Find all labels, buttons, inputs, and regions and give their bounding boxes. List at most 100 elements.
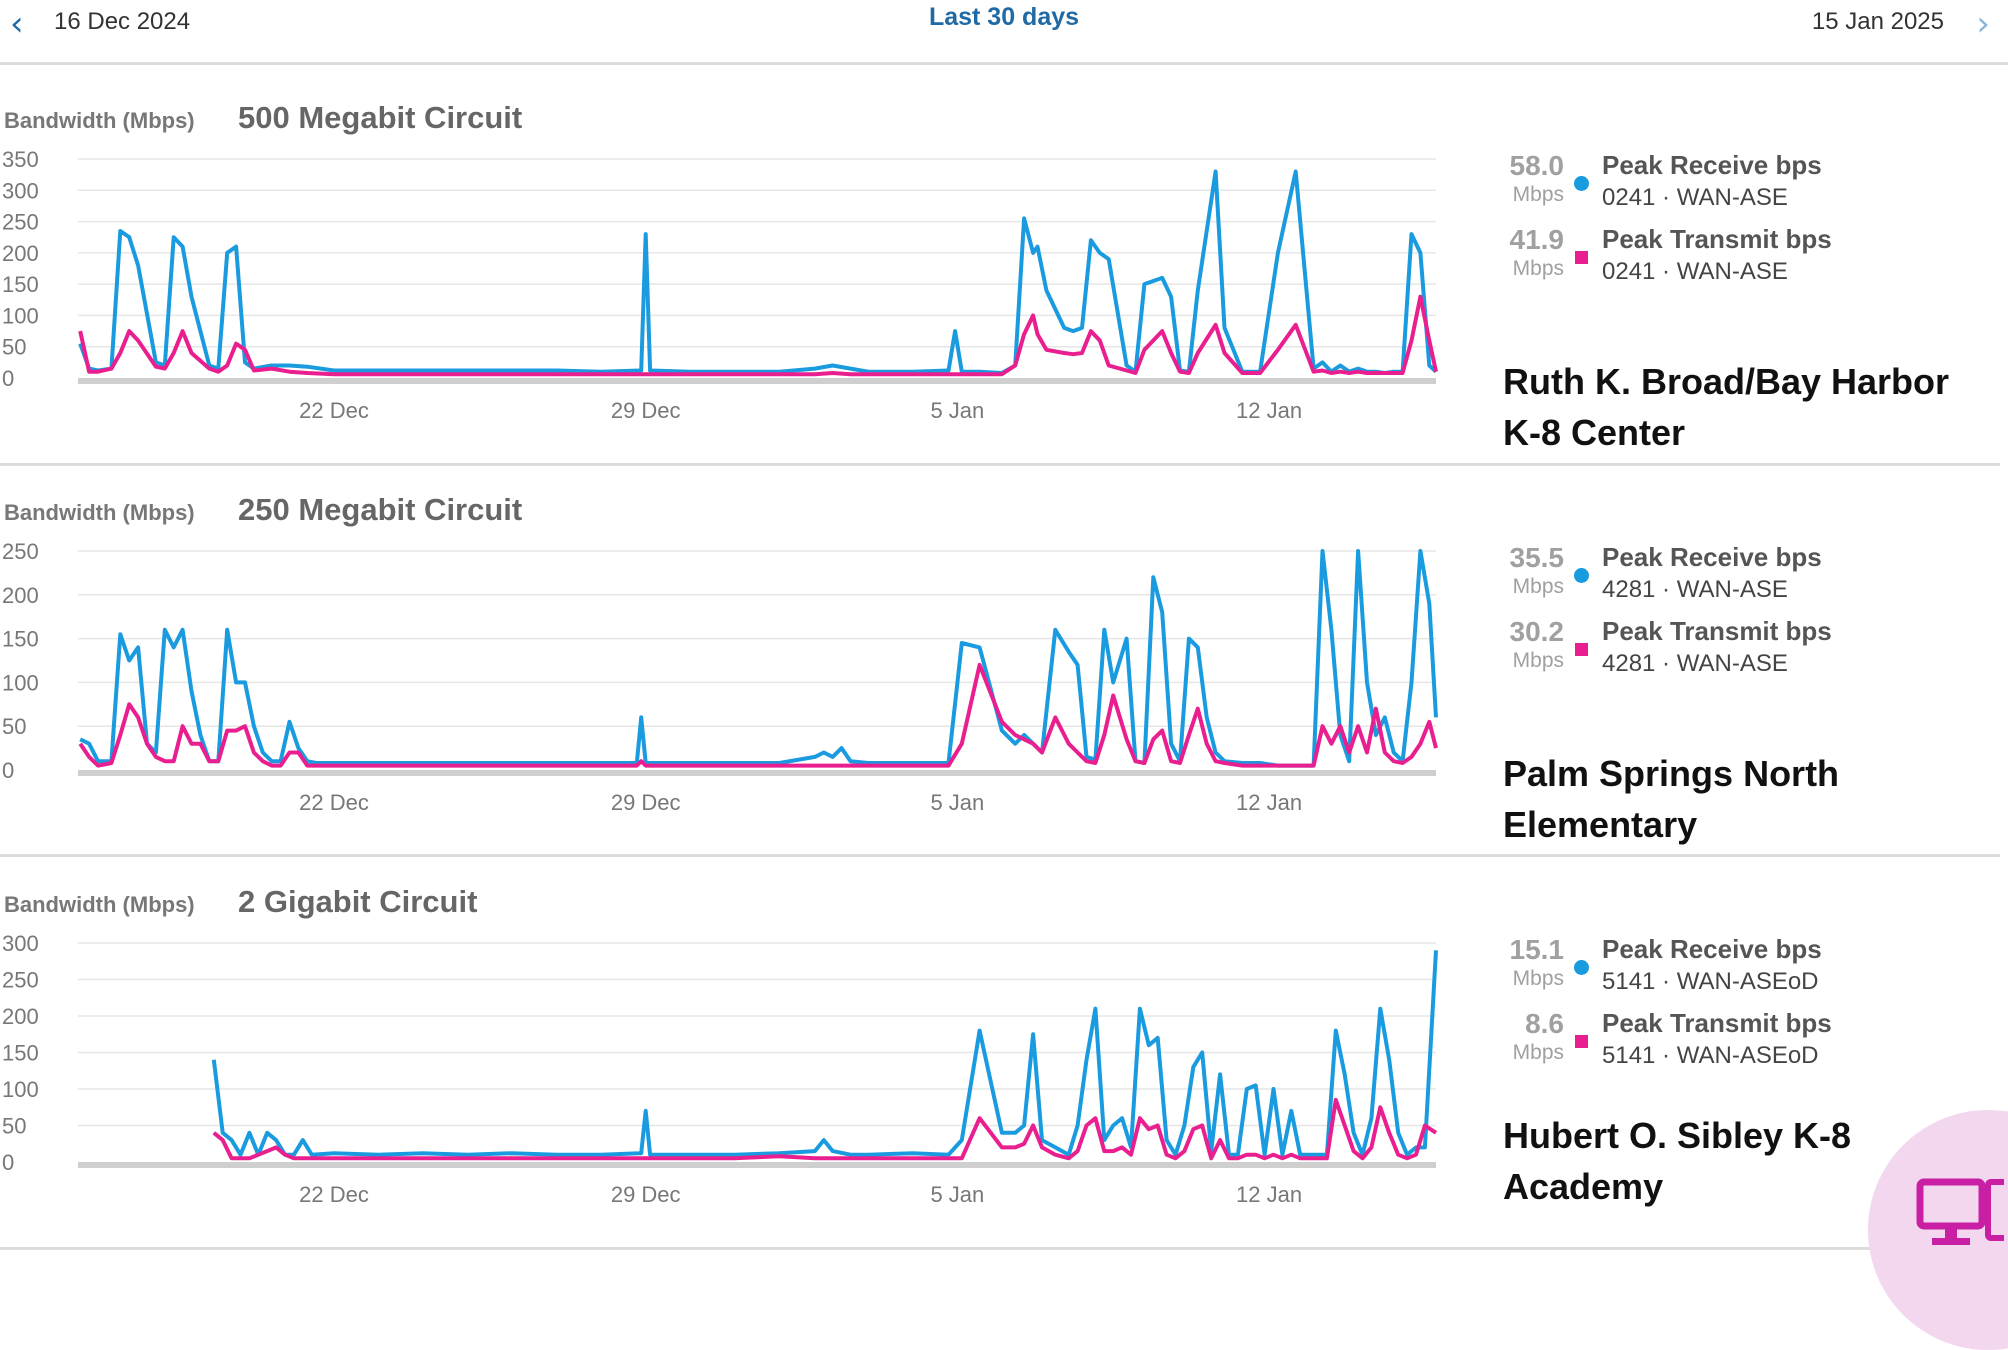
legend-unit: Mbps — [1512, 1041, 1564, 1064]
bandwidth-chart: 0 50 100 150 200 250 22 Dec 29 Dec 5 Jan 12 Jan — [2, 539, 1438, 815]
x-tick-label: 22 Dec — [299, 398, 369, 423]
y-axis-label: Bandwidth (Mbps) — [4, 892, 195, 917]
y-tick-label: 0 — [2, 1150, 14, 1175]
legend-unit: Mbps — [1512, 257, 1564, 280]
school-name: Ruth K. Broad/Bay Harbor K-8 Center — [1503, 361, 1950, 453]
y-tick-label: 0 — [2, 366, 14, 391]
y-axis-label: Bandwidth (Mbps) — [4, 108, 195, 133]
chart-legend: 35.5 Mbps Peak Receive bps 4281 · WAN-AS… — [1500, 538, 2000, 686]
x-tick-label: 5 Jan — [930, 398, 984, 423]
legend-value: 30.2 — [1509, 616, 1565, 647]
chart-legend: 15.1 Mbps Peak Receive bps 5141 · WAN-AS… — [1500, 930, 2000, 1078]
y-tick-label: 150 — [2, 272, 39, 297]
legend-unit: Mbps — [1512, 967, 1564, 990]
chevron-left-icon[interactable]: ‹ — [10, 4, 24, 44]
bandwidth-chart: 0 50 100 150 200 250 300 350 22 Dec 29 Dec 5 Jan 12… — [2, 147, 1438, 423]
chart-title: 2 Gigabit Circuit — [238, 884, 478, 919]
legend-series-name: Peak Receive bps — [1602, 542, 1822, 572]
y-axis-label: Bandwidth (Mbps) — [4, 500, 195, 525]
transmit-series-line — [78, 662, 1438, 768]
legend-series-name: Peak Transmit bps — [1602, 616, 1832, 646]
y-tick-label: 200 — [2, 583, 39, 608]
y-tick-label: 100 — [2, 670, 39, 695]
x-tick-label: 5 Jan — [930, 790, 984, 815]
chart-panel-2-gigabit: Bandwidth (Mbps) 2 Gigabit Circuit 0 50 10… — [0, 850, 2008, 1240]
transmit-square-icon — [1575, 251, 1588, 264]
y-tick-label: 150 — [2, 627, 39, 652]
chart-title: 500 Megabit Circuit — [238, 100, 523, 135]
start-date: 16 Dec 2024 — [54, 8, 191, 35]
legend-value: 41.9 — [1509, 224, 1565, 255]
y-tick-label: 150 — [2, 1041, 39, 1066]
receive-dot-icon — [1574, 960, 1589, 975]
y-tick-label: 50 — [2, 1114, 26, 1139]
legend-unit: Mbps — [1512, 183, 1564, 206]
chart-panel-250-megabit: Bandwidth (Mbps) 250 Megabit Circuit 0 50… — [0, 458, 2008, 848]
y-tick-label: 250 — [2, 968, 39, 993]
legend-value: 35.5 — [1509, 542, 1565, 573]
y-tick-label: 50 — [2, 714, 26, 739]
x-tick-label: 29 Dec — [611, 790, 681, 815]
legend-device: 5141 · WAN-ASEoD — [1602, 968, 1819, 995]
monitor-icon[interactable] — [1914, 1176, 2004, 1254]
legend-item-receive[interactable]: 15.1 Mbps Peak Receive bps 5141 · WAN-AS… — [1500, 930, 2000, 1004]
legend-unit: Mbps — [1512, 649, 1564, 672]
legend-series-name: Peak Receive bps — [1602, 150, 1822, 180]
bandwidth-chart: 0 50 100 150 200 250 300 22 Dec 29 Dec 5 Jan 12 Ja… — [2, 931, 1438, 1207]
receive-series-line — [78, 169, 1438, 375]
legend-item-transmit[interactable]: 30.2 Mbps Peak Transmit bps 4281 · WAN-A… — [1500, 612, 2000, 686]
chevron-right-icon[interactable]: › — [1976, 4, 1990, 44]
legend-device: 0241 · WAN-ASE — [1602, 258, 1788, 285]
y-tick-label: 300 — [2, 931, 39, 956]
legend-value: 58.0 — [1509, 150, 1565, 181]
legend-value: 15.1 — [1509, 934, 1565, 965]
transmit-square-icon — [1575, 643, 1588, 656]
transmit-square-icon — [1575, 1035, 1588, 1048]
legend-value: 8.6 — [1525, 1008, 1564, 1039]
x-tick-label: 29 Dec — [611, 398, 681, 423]
legend-device: 4281 · WAN-ASE — [1602, 576, 1788, 603]
divider — [0, 463, 2000, 466]
y-tick-label: 200 — [2, 1004, 39, 1029]
x-tick-label: 12 Jan — [1236, 1182, 1302, 1207]
date-range-bar: ‹ 16 Dec 2024 Last 30 days 15 Jan 2025 › — [0, 0, 2008, 65]
y-tick-label: 200 — [2, 241, 39, 266]
y-tick-label: 100 — [2, 1077, 39, 1102]
y-tick-label: 250 — [2, 210, 39, 235]
legend-device: 0241 · WAN-ASE — [1602, 184, 1788, 211]
school-name: Palm Springs North Elementary — [1503, 753, 1840, 845]
receive-dot-icon — [1574, 176, 1589, 191]
legend-item-transmit[interactable]: 8.6 Mbps Peak Transmit bps 5141 · WAN-AS… — [1500, 1004, 2000, 1078]
transmit-series-line — [212, 1097, 1438, 1161]
receive-series-line — [79, 549, 1438, 768]
legend-item-receive[interactable]: 58.0 Mbps Peak Receive bps 0241 · WAN-AS… — [1500, 146, 2000, 220]
divider — [0, 1247, 2000, 1250]
receive-series-line — [211, 950, 1438, 1157]
receive-dot-icon — [1574, 568, 1589, 583]
legend-series-name: Peak Receive bps — [1602, 934, 1822, 964]
legend-item-transmit[interactable]: 41.9 Mbps Peak Transmit bps 0241 · WAN-A… — [1500, 220, 2000, 294]
y-tick-label: 300 — [2, 178, 39, 203]
x-tick-label: 5 Jan — [930, 1182, 984, 1207]
date-range-label[interactable]: Last 30 days — [928, 3, 1080, 31]
y-tick-label: 250 — [2, 539, 39, 564]
y-tick-label: 100 — [2, 303, 39, 328]
legend-device: 5141 · WAN-ASEoD — [1602, 1042, 1819, 1069]
legend-device: 4281 · WAN-ASE — [1602, 650, 1788, 677]
y-tick-label: 350 — [2, 147, 39, 172]
chart-legend: 58.0 Mbps Peak Receive bps 0241 · WAN-AS… — [1500, 146, 2000, 294]
x-tick-label: 22 Dec — [299, 1182, 369, 1207]
x-tick-label: 12 Jan — [1236, 398, 1302, 423]
divider — [0, 854, 2000, 857]
chart-title: 250 Megabit Circuit — [238, 492, 523, 527]
transmit-series-line — [78, 294, 1438, 377]
legend-item-receive[interactable]: 35.5 Mbps Peak Receive bps 4281 · WAN-AS… — [1500, 538, 2000, 612]
legend-series-name: Peak Transmit bps — [1602, 224, 1832, 254]
chart-panel-500-megabit: Bandwidth (Mbps) 500 Megabit Circuit 0 50… — [0, 66, 2008, 456]
y-tick-label: 0 — [2, 758, 14, 783]
x-tick-label: 12 Jan — [1236, 790, 1302, 815]
legend-series-name: Peak Transmit bps — [1602, 1008, 1832, 1038]
legend-unit: Mbps — [1512, 575, 1564, 598]
y-tick-label: 50 — [2, 335, 26, 360]
x-tick-label: 29 Dec — [611, 1182, 681, 1207]
